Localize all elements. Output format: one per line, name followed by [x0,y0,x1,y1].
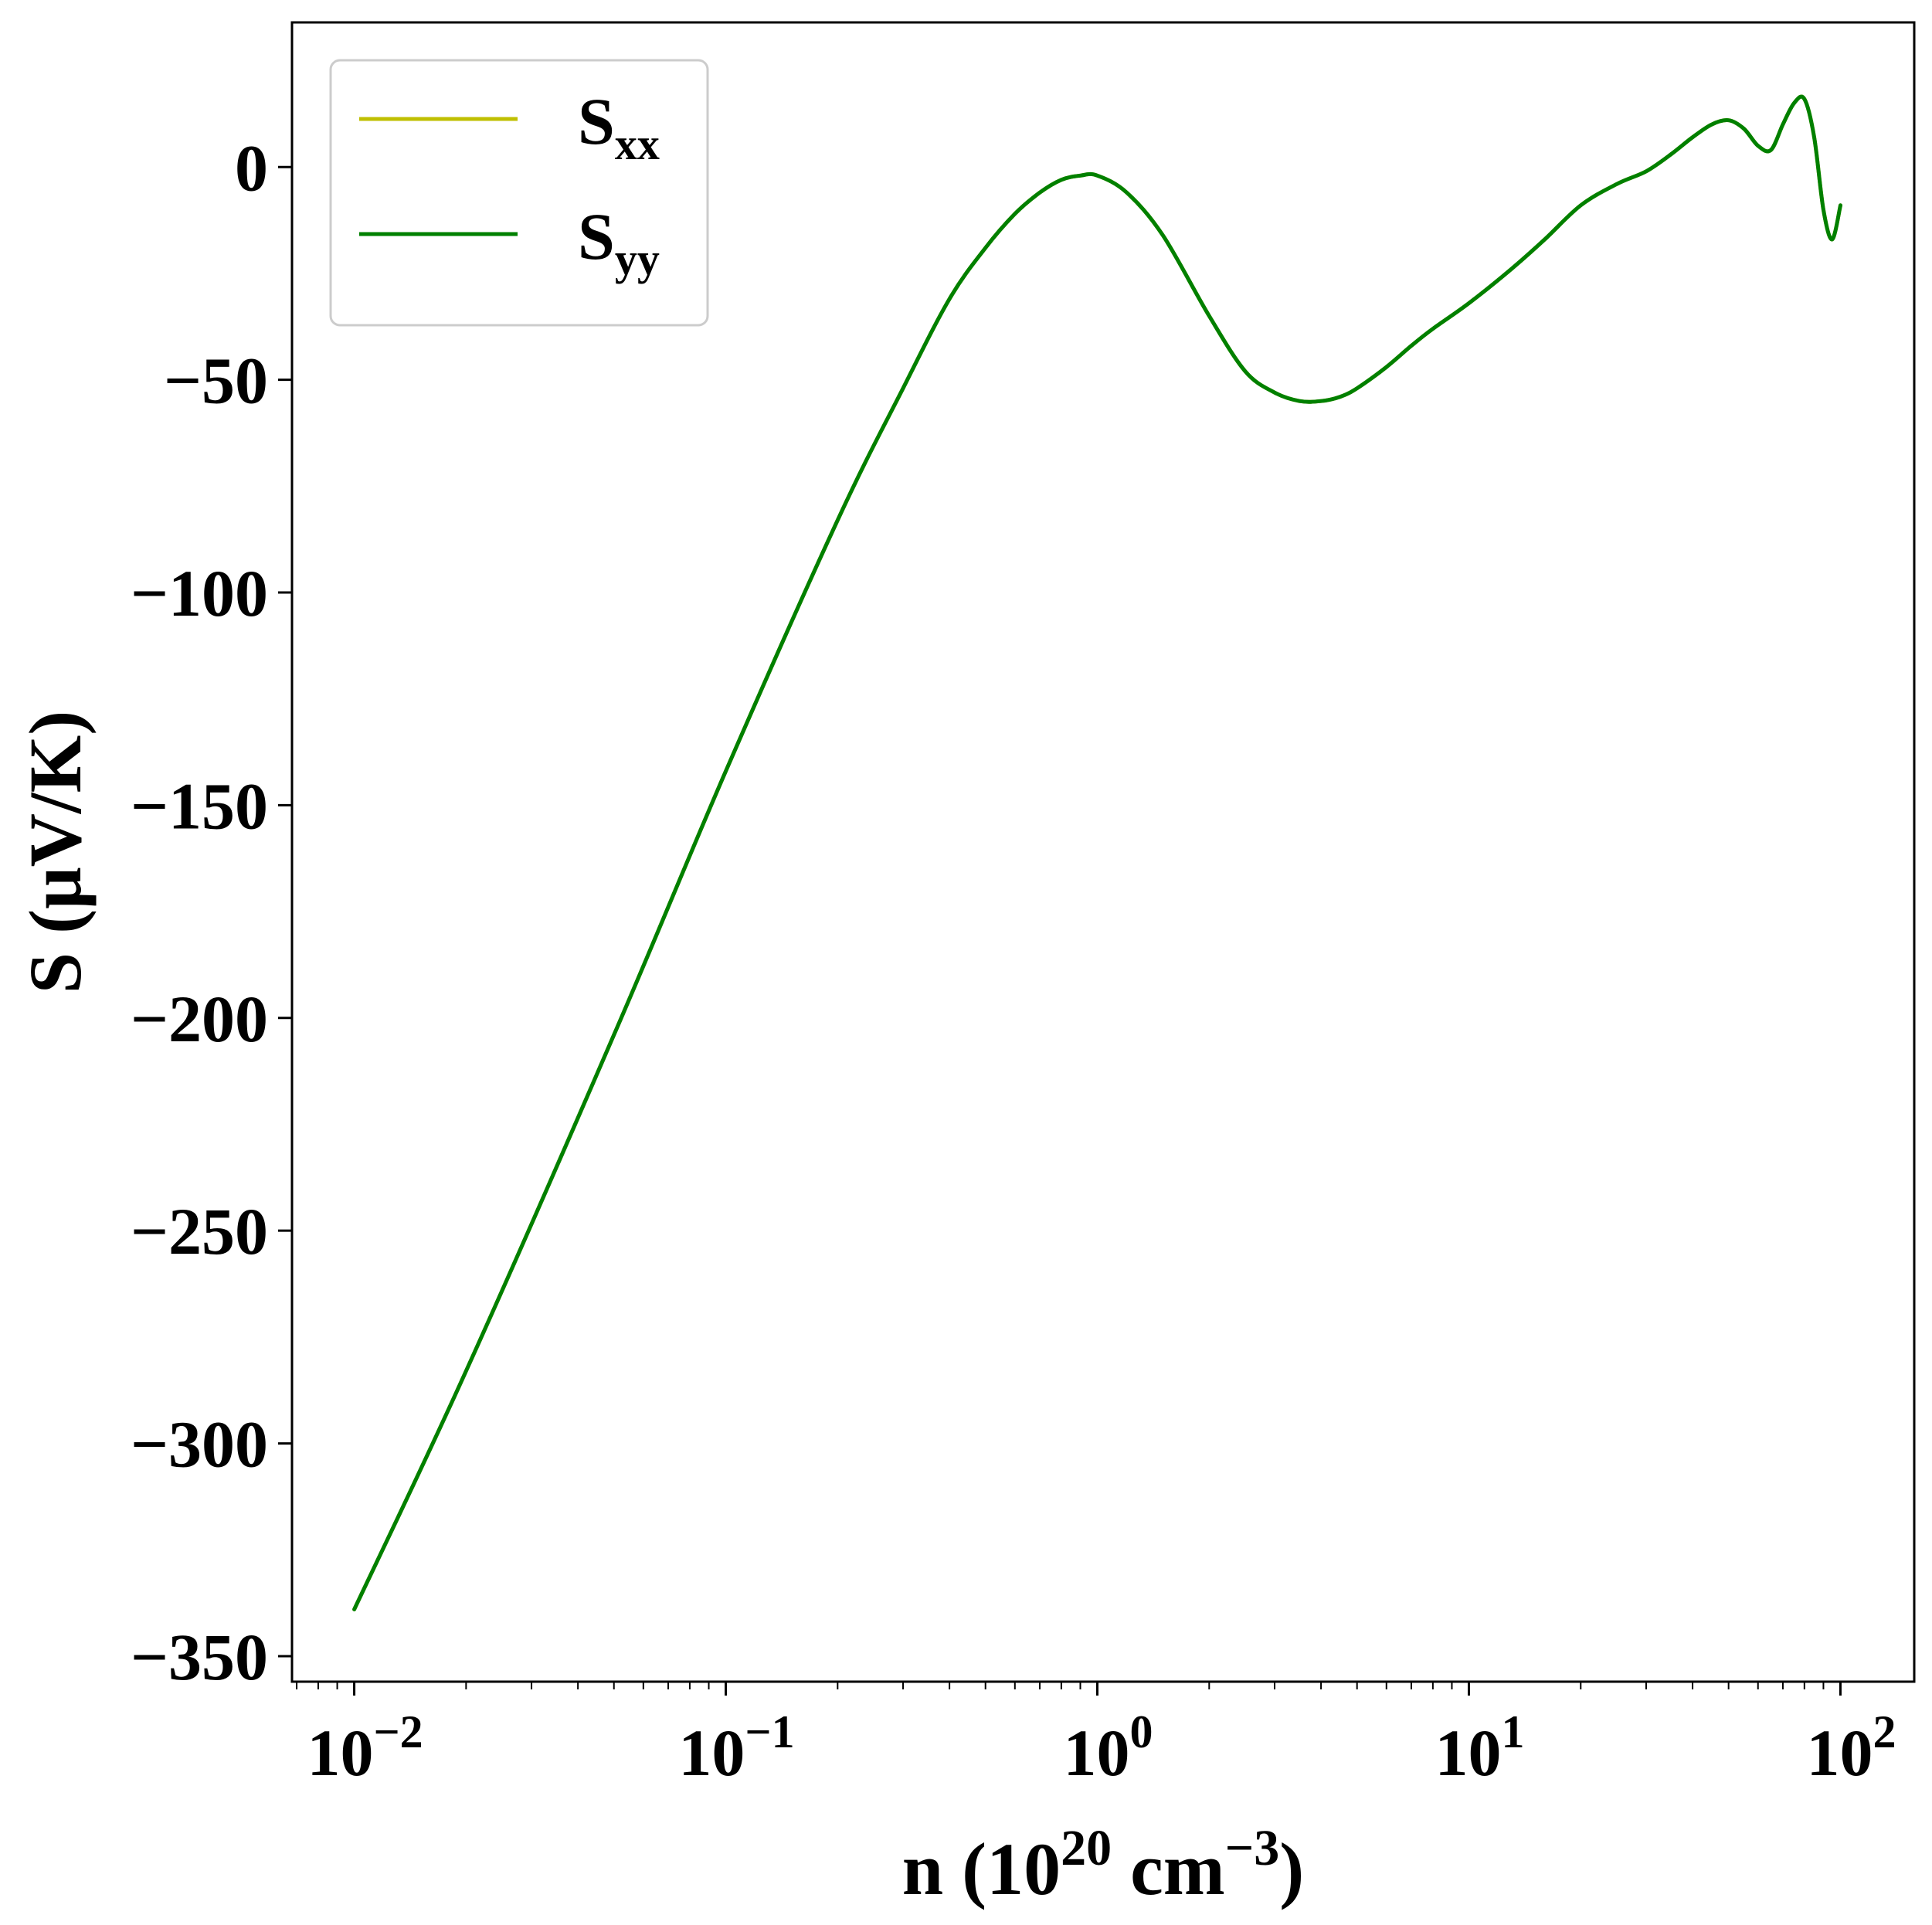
x-tick-label: 10−2 [307,1706,423,1790]
y-tick-label: 0 [235,131,268,205]
series-layer [352,94,1842,1611]
y-tick-label: −250 [131,1194,268,1268]
series-line-syy [352,94,1842,1611]
legend: Sxx Syy [329,59,709,327]
x-tick-label: 101 [1435,1706,1524,1790]
y-tick-label: −300 [131,1407,268,1482]
y-tick-label: −50 [164,344,268,418]
x-axis-label: n (1020 cm−3) [902,1820,1305,1910]
x-tick-label: 102 [1806,1706,1896,1790]
y-tick-label: −200 [131,982,268,1056]
x-tick-label: 10−1 [678,1706,794,1790]
y-axis-label: S (μV/K) [14,711,97,993]
plot-frame [290,21,1916,1683]
y-tick-label: −350 [131,1620,268,1694]
legend-label-sxx: Sxx [578,84,660,169]
legend-box [329,59,709,327]
y-tick-label: −150 [131,769,268,843]
y-tick-label: −100 [131,556,268,630]
x-tick-label: 100 [1064,1706,1153,1790]
tick-layer: 10−2 10−1 100 101 102 0 −50 −100 −150 −200 −250 −30… [131,131,1896,1790]
legend-label-syy: Syy [578,199,660,284]
